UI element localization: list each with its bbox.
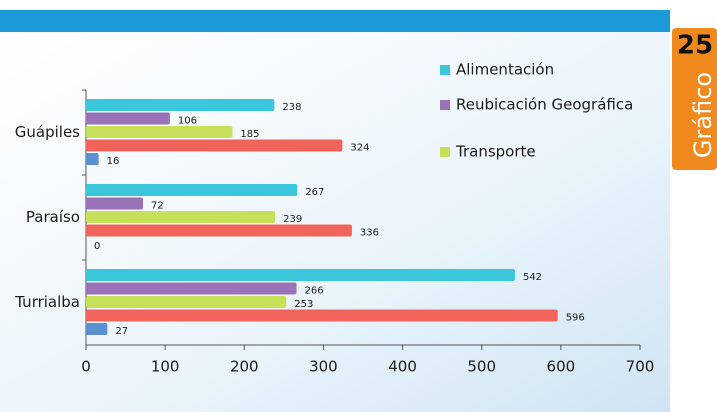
bar [86,126,233,138]
bar [86,282,297,295]
tab-number: 25 [677,31,713,61]
legend-swatch [440,147,450,157]
legend-swatch [440,65,450,75]
bar [86,296,287,308]
x-tick-label: 400 [388,358,417,376]
bar [86,224,352,237]
data-label: 266 [305,286,324,297]
legend-label: Alimentación [456,61,554,79]
x-tick-label: 500 [467,358,496,376]
x-tick-label: 600 [547,358,576,376]
side-tab [672,28,717,170]
header-band [0,10,670,32]
bar [86,99,275,111]
legend-label: Transporte [455,143,536,161]
data-label: 542 [523,272,542,283]
x-tick-label: 200 [230,358,259,376]
bar [86,269,515,281]
x-tick-label: 700 [626,358,655,376]
bar [86,139,343,152]
data-label: 72 [151,201,164,212]
x-tick-label: 0 [81,358,91,376]
data-label: 267 [305,187,324,198]
data-label: 0 [94,241,100,252]
data-label: 185 [240,129,259,140]
bar [86,153,99,165]
data-label: 253 [294,299,313,310]
bar [86,323,108,335]
data-label: 336 [360,228,379,239]
data-label: 324 [350,143,369,154]
data-label: 106 [178,116,197,127]
legend-label: Reubicación Geográfica [456,96,633,114]
legend-swatch [440,100,450,110]
y-tick-label: Guápiles [15,123,80,141]
data-label: 238 [282,102,301,113]
x-tick-label: 100 [151,358,180,376]
data-label: 596 [566,313,585,324]
bar [86,211,276,223]
bar [86,184,298,196]
tab-label: Gráfico [689,72,717,158]
x-tick-label: 300 [309,358,338,376]
data-label: 27 [115,326,128,337]
y-tick-label: Paraíso [26,208,80,226]
y-tick-label: Turrialba [14,293,80,311]
bar [86,197,143,210]
data-label: 16 [107,156,120,167]
data-label: 239 [283,214,302,225]
bar [86,309,558,322]
bar [86,112,170,125]
